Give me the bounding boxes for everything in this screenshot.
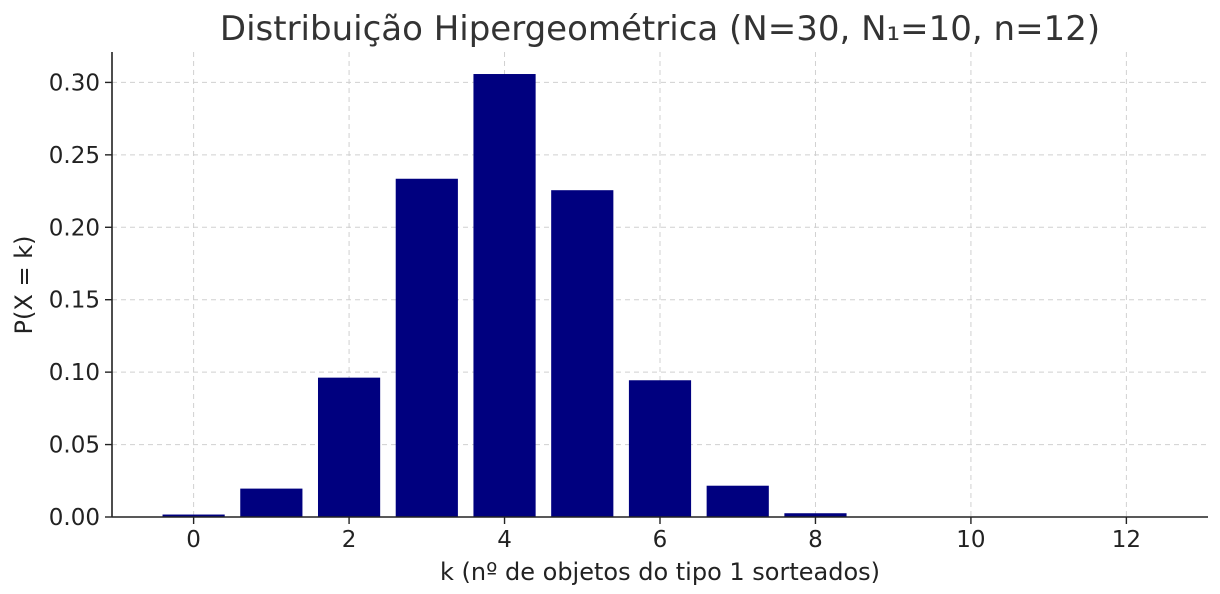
y-ticks: 0.00 0.05 0.10 0.15 0.20 0.25 0.30 [49,70,112,531]
x-ticks: 0 2 4 6 8 10 12 [186,517,1141,553]
bar-k-7 [706,485,769,517]
bar-k-5 [551,190,614,517]
x-tick-label: 6 [653,527,668,553]
bars [162,74,925,518]
bar-k-8 [784,513,847,517]
y-tick-label: 0.05 [49,433,100,459]
bar-k-3 [395,178,458,518]
y-tick-label: 0.10 [49,360,100,386]
x-tick-label: 12 [1112,527,1141,553]
x-tick-label: 2 [342,527,357,553]
y-tick-label: 0.30 [49,70,100,96]
y-tick-label: 0.00 [49,505,100,531]
x-tick-label: 10 [956,527,985,553]
bar-k-6 [628,380,692,517]
x-tick-label: 0 [186,527,201,553]
y-axis-label: P(X = k) [10,236,38,335]
y-tick-label: 0.25 [49,143,100,169]
bar-k-4 [473,74,536,518]
bar-k-2 [317,377,381,517]
chart-title: Distribuição Hipergeométrica (N=30, N₁=1… [220,9,1100,49]
x-axis-label: k (nº de objetos do tipo 1 sorteados) [440,558,880,586]
y-tick-label: 0.20 [49,215,100,241]
x-tick-label: 4 [497,527,512,553]
bar-k-0 [162,514,225,517]
x-tick-label: 8 [808,527,823,553]
bar-k-1 [240,488,303,517]
y-tick-label: 0.15 [49,288,100,314]
